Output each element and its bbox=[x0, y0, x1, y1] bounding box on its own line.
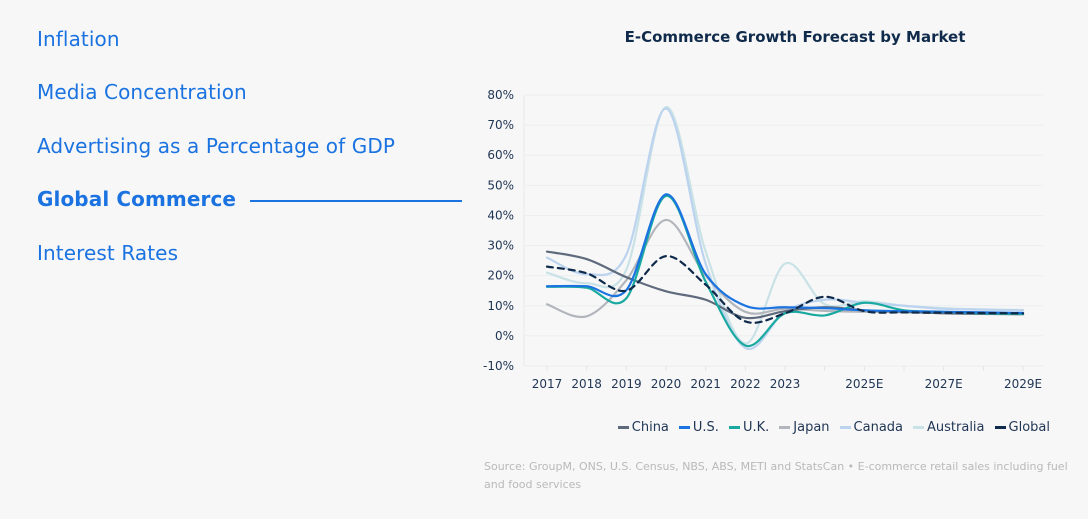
x-tick-label: 2021 bbox=[690, 377, 721, 391]
x-tick-label: 2023 bbox=[770, 377, 801, 391]
y-tick-label: 40% bbox=[487, 208, 514, 222]
legend-label: U.K. bbox=[742, 420, 770, 435]
series-line-us bbox=[545, 193, 1025, 315]
x-tick-label: 2018 bbox=[571, 377, 602, 391]
x-axis-ticks: 2017 2018 2019 2020 2021 2022 2023 2025E 2027E 20… bbox=[532, 366, 1042, 391]
y-tick-label: 0% bbox=[495, 329, 514, 343]
y-tick-label: -10% bbox=[483, 359, 514, 373]
series-lines bbox=[545, 105, 1025, 351]
nav-item-media-concentration[interactable]: Media Concentration bbox=[37, 80, 247, 104]
nav-item-global-commerce[interactable]: Global Commerce bbox=[37, 187, 462, 211]
legend-swatch bbox=[779, 426, 791, 429]
nav-item-global-commerce-label: Global Commerce bbox=[37, 187, 237, 211]
source-note: Source: GroupM, ONS, U.S. Census, NBS, A… bbox=[484, 460, 1068, 491]
nav-item-interest-rates[interactable]: Interest Rates bbox=[37, 241, 179, 265]
legend-item-australia[interactable]: Australia bbox=[913, 420, 985, 435]
legend-item-uk[interactable]: U.K. bbox=[728, 420, 770, 435]
legend-label: China bbox=[631, 420, 669, 435]
series-line-china bbox=[545, 250, 1025, 320]
legend-item-canada[interactable]: Canada bbox=[839, 420, 903, 435]
legend-label: Global bbox=[1008, 420, 1050, 435]
legend-label: Japan bbox=[793, 420, 830, 435]
y-tick-label: 60% bbox=[487, 148, 514, 162]
chart-legend: China U.S. U.K. Japan Canada Australia Global bbox=[617, 420, 1050, 435]
x-tick-label: 2025E bbox=[845, 377, 883, 391]
nav-item-inflation[interactable]: Inflation bbox=[37, 27, 120, 51]
x-tick-label: 2017 bbox=[532, 377, 563, 391]
y-tick-label: 70% bbox=[487, 118, 514, 132]
legend-label: Canada bbox=[853, 420, 903, 435]
legend-label: U.S. bbox=[692, 420, 719, 435]
legend-item-japan[interactable]: Japan bbox=[779, 420, 830, 435]
chart-title: E-Commerce Growth Forecast by Market bbox=[624, 28, 966, 46]
nav-item-advertising-gdp[interactable]: Advertising as a Percentage of GDP bbox=[37, 134, 395, 158]
legend-label: Australia bbox=[927, 420, 985, 435]
legend-item-global[interactable]: Global bbox=[994, 420, 1050, 435]
y-tick-label: 50% bbox=[487, 178, 514, 192]
x-tick-label: 2020 bbox=[651, 377, 682, 391]
x-tick-label: 2019 bbox=[611, 377, 642, 391]
x-tick-label: 2022 bbox=[730, 377, 761, 391]
y-tick-label: 80% bbox=[487, 88, 514, 102]
legend-swatch bbox=[728, 426, 740, 429]
legend-swatch bbox=[913, 426, 924, 429]
series-line-uk bbox=[545, 194, 1025, 347]
y-tick-label: 10% bbox=[487, 299, 514, 313]
active-indicator-line bbox=[250, 200, 462, 202]
legend-swatch bbox=[678, 426, 690, 429]
series-line-canada bbox=[545, 107, 1025, 351]
y-tick-label: 30% bbox=[487, 239, 514, 253]
legend-item-us[interactable]: U.S. bbox=[678, 420, 719, 435]
x-tick-label: 2027E bbox=[925, 377, 963, 391]
grid-lines bbox=[523, 94, 1043, 367]
legend-swatch bbox=[617, 426, 629, 429]
y-axis-ticks: -10% 0% 10% 20% 30% 40% 50% 60% 70% 80% bbox=[483, 88, 514, 373]
legend-item-china[interactable]: China bbox=[617, 420, 669, 435]
legend-swatch bbox=[839, 426, 851, 429]
legend-swatch bbox=[994, 426, 1006, 429]
x-tick-label: 2029E bbox=[1004, 377, 1042, 391]
y-tick-label: 20% bbox=[487, 269, 514, 283]
